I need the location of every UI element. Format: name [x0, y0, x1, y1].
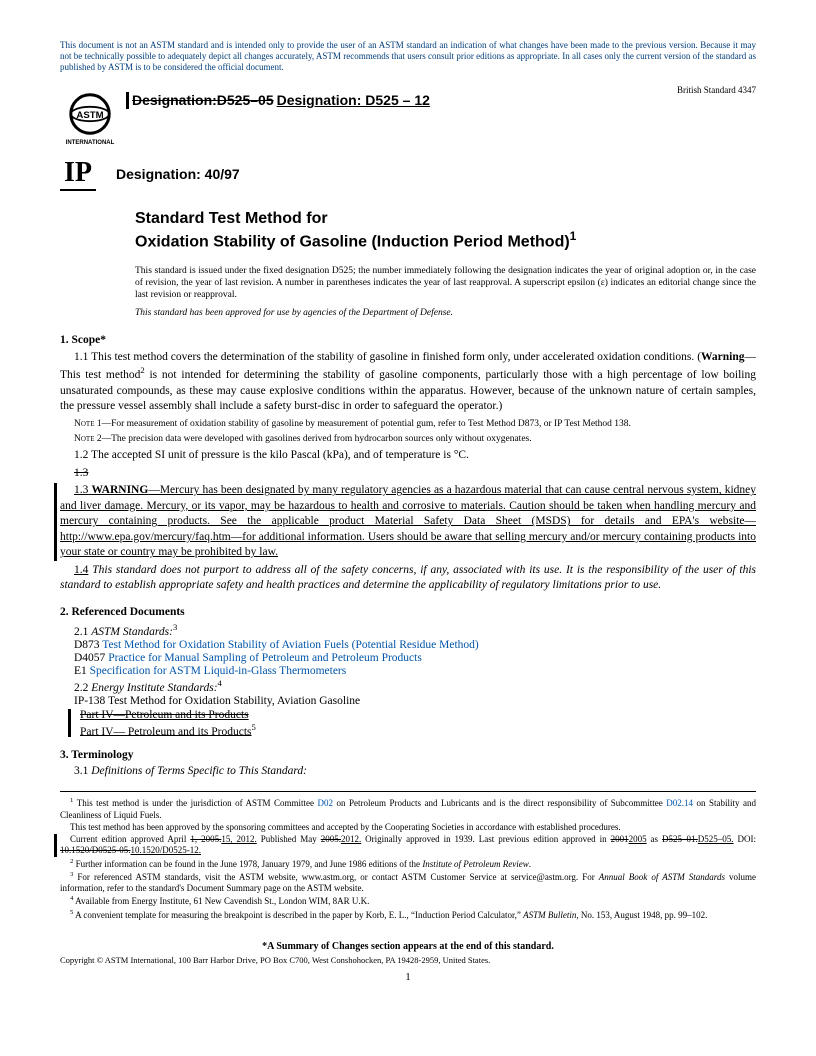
scope-heading: 1. Scope* — [60, 334, 756, 346]
note-2: Note 2—The precision data were developed… — [60, 433, 756, 445]
note-1: Note 1—For measurement of oxidation stab… — [60, 418, 756, 430]
svg-text:INTERNATIONAL: INTERNATIONAL — [66, 140, 115, 146]
para-1-2: 1.2 The accepted SI unit of pressure is … — [60, 448, 756, 464]
designation-new: Designation: D525 – 12 — [277, 92, 430, 108]
svg-text:ASTM: ASTM — [76, 111, 103, 122]
refdocs-heading: 2. Referenced Documents — [60, 606, 756, 618]
ip-row: IP Designation: 40/97 — [60, 157, 756, 191]
british-standard: British Standard 4347 — [677, 85, 756, 95]
dod-note: This standard has been approved for use … — [135, 308, 756, 318]
ip-designation: Designation: 40/97 — [116, 166, 240, 182]
title-sup: 1 — [570, 229, 577, 243]
title-line1: Standard Test Method for — [135, 210, 328, 227]
summary-note: *A Summary of Changes section appears at… — [60, 941, 756, 952]
ip-logo: IP — [60, 157, 96, 191]
title-block: Standard Test Method for Oxidation Stabi… — [135, 209, 756, 252]
ref-2-2: 2.2 Energy Institute Standards:4 — [74, 678, 756, 694]
para-1-4: 1.4 This standard does not purport to ad… — [60, 563, 756, 594]
para-1-3-old: 1.3 — [60, 466, 756, 482]
ref-d873: D873 Test Method for Oxidation Stability… — [74, 639, 756, 651]
designation-block: Designation:D525–05 Designation: D525 – … — [132, 87, 756, 109]
page-number: 1 — [60, 971, 756, 983]
ref-d4057: D4057 Practice for Manual Sampling of Pe… — [74, 652, 756, 664]
astm-logo: ASTM INTERNATIONAL — [60, 87, 120, 147]
terminology-heading: 3. Terminology — [60, 749, 756, 761]
copyright: Copyright © ASTM International, 100 Barr… — [60, 955, 756, 965]
para-1-1: 1.1 This test method covers the determin… — [60, 350, 756, 415]
part4-change: Part IV—Petroleum and its Products Part … — [68, 709, 756, 738]
ref-ip138: IP-138 Test Method for Oxidation Stabili… — [74, 695, 756, 707]
issue-note: This standard is issued under the fixed … — [135, 265, 756, 302]
ref-3-1: 3.1 Definitions of Terms Specific to Thi… — [74, 765, 756, 777]
ref-e1: E1 Specification for ASTM Liquid-in-Glas… — [74, 665, 756, 677]
designation-old: Designation:D525–05 — [132, 92, 274, 108]
footnotes: 1 This test method is under the jurisdic… — [60, 791, 756, 921]
title-line2: Oxidation Stability of Gasoline (Inducti… — [135, 234, 570, 251]
ref-2-1: 2.1 ASTM Standards:3 — [74, 622, 756, 638]
top-disclaimer: This document is not an ASTM standard an… — [60, 40, 756, 72]
header-row: ASTM INTERNATIONAL Designation:D525–05 D… — [60, 87, 756, 147]
warning-1-3: 1.3 WARNING—Mercury has been designated … — [54, 483, 756, 561]
